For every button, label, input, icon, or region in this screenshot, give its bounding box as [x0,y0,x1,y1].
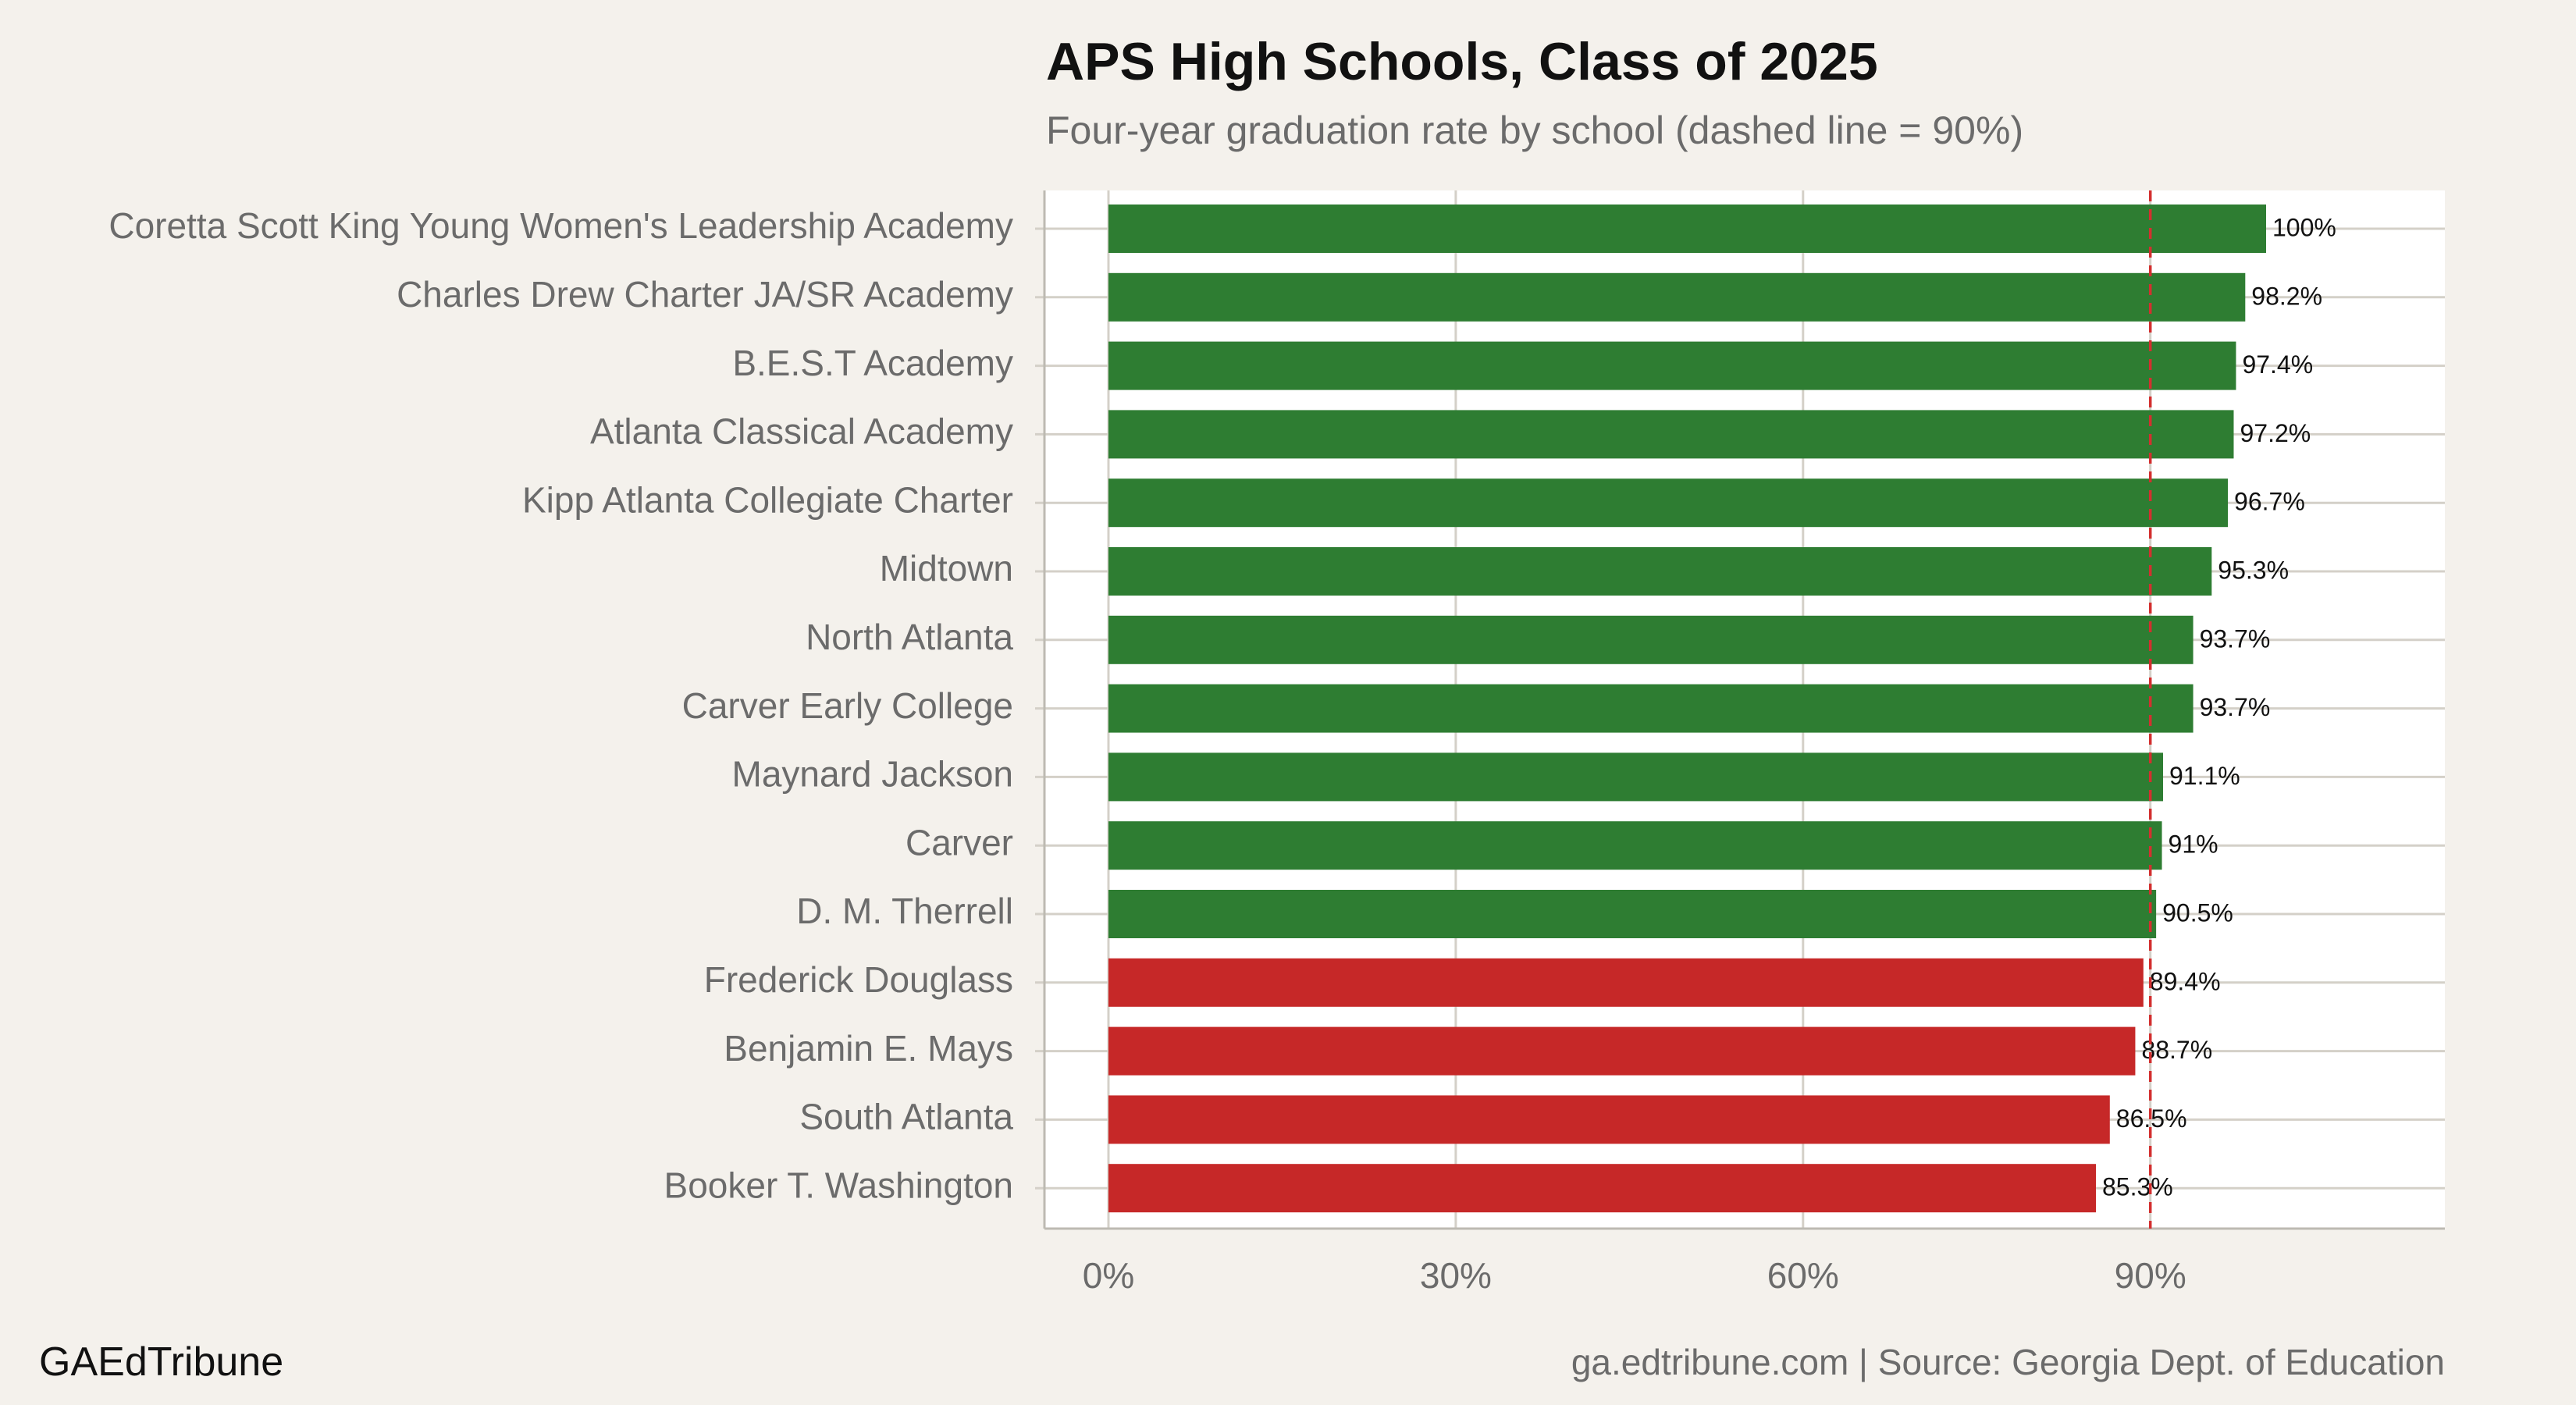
source-note: ga.edtribune.com | Source: Georgia Dept.… [1571,1342,2445,1382]
brand-logo-text: GAEdTribune [39,1339,284,1385]
value-label: 89.4% [2150,967,2221,995]
bar-13 [1108,1026,2136,1076]
school-label: Benjamin E. Mays [724,1028,1013,1069]
school-label: Frederick Douglass [704,959,1013,1000]
school-label: Atlanta Classical Academy [590,411,1013,452]
bar-1 [1108,205,2266,253]
value-label: 93.7% [2200,693,2271,721]
school-label: South Atlanta [799,1097,1013,1137]
value-label: 93.7% [2200,624,2271,653]
school-label: North Atlanta [806,617,1013,657]
school-label: Carver Early College [682,685,1013,726]
value-label: 96.7% [2234,488,2305,516]
x-tick-label: 60% [1767,1255,1839,1296]
bar-7 [1108,615,2194,664]
bar-2 [1108,272,2246,322]
value-label: 88.7% [2141,1036,2212,1064]
school-label: Kipp Atlanta Collegiate Charter [522,479,1013,520]
x-tick-label: 0% [1083,1255,1134,1296]
x-tick-label: 30% [1420,1255,1492,1296]
bar-11 [1108,890,2157,938]
x-tick-label: 90% [2115,1255,2186,1296]
bar-9 [1108,752,2164,802]
chart-subtitle: Four-year graduation rate by school (das… [1046,108,2024,152]
school-label: D. M. Therrell [796,891,1013,931]
school-label: Coretta Scott King Young Women's Leaders… [109,205,1013,246]
school-label: Midtown [880,548,1013,589]
bar-14 [1108,1095,2110,1144]
bar-4 [1108,410,2234,459]
value-label: 85.3% [2102,1173,2173,1201]
bar-15 [1108,1164,2096,1213]
bar-10 [1108,821,2162,870]
value-label: 91.1% [2169,762,2240,790]
value-label: 100% [2272,213,2336,241]
bar-5 [1108,478,2229,528]
school-label: Booker T. Washington [664,1165,1013,1205]
school-label: B.E.S.T Academy [732,343,1013,383]
bar-6 [1108,547,2212,596]
bar-3 [1108,341,2236,390]
value-label: 98.2% [2251,282,2322,310]
value-label: 90.5% [2162,898,2233,927]
bar-8 [1108,684,2194,733]
bar-12 [1108,958,2144,1007]
value-label: 95.3% [2218,556,2289,584]
school-label: Charles Drew Charter JA/SR Academy [397,274,1013,315]
value-label: 97.2% [2240,419,2311,447]
value-label: 91% [2169,831,2218,859]
value-label: 97.4% [2242,350,2313,379]
school-label: Carver [906,822,1013,863]
school-label: Maynard Jackson [732,754,1014,795]
chart-title: APS High Schools, Class of 2025 [1046,32,1878,91]
